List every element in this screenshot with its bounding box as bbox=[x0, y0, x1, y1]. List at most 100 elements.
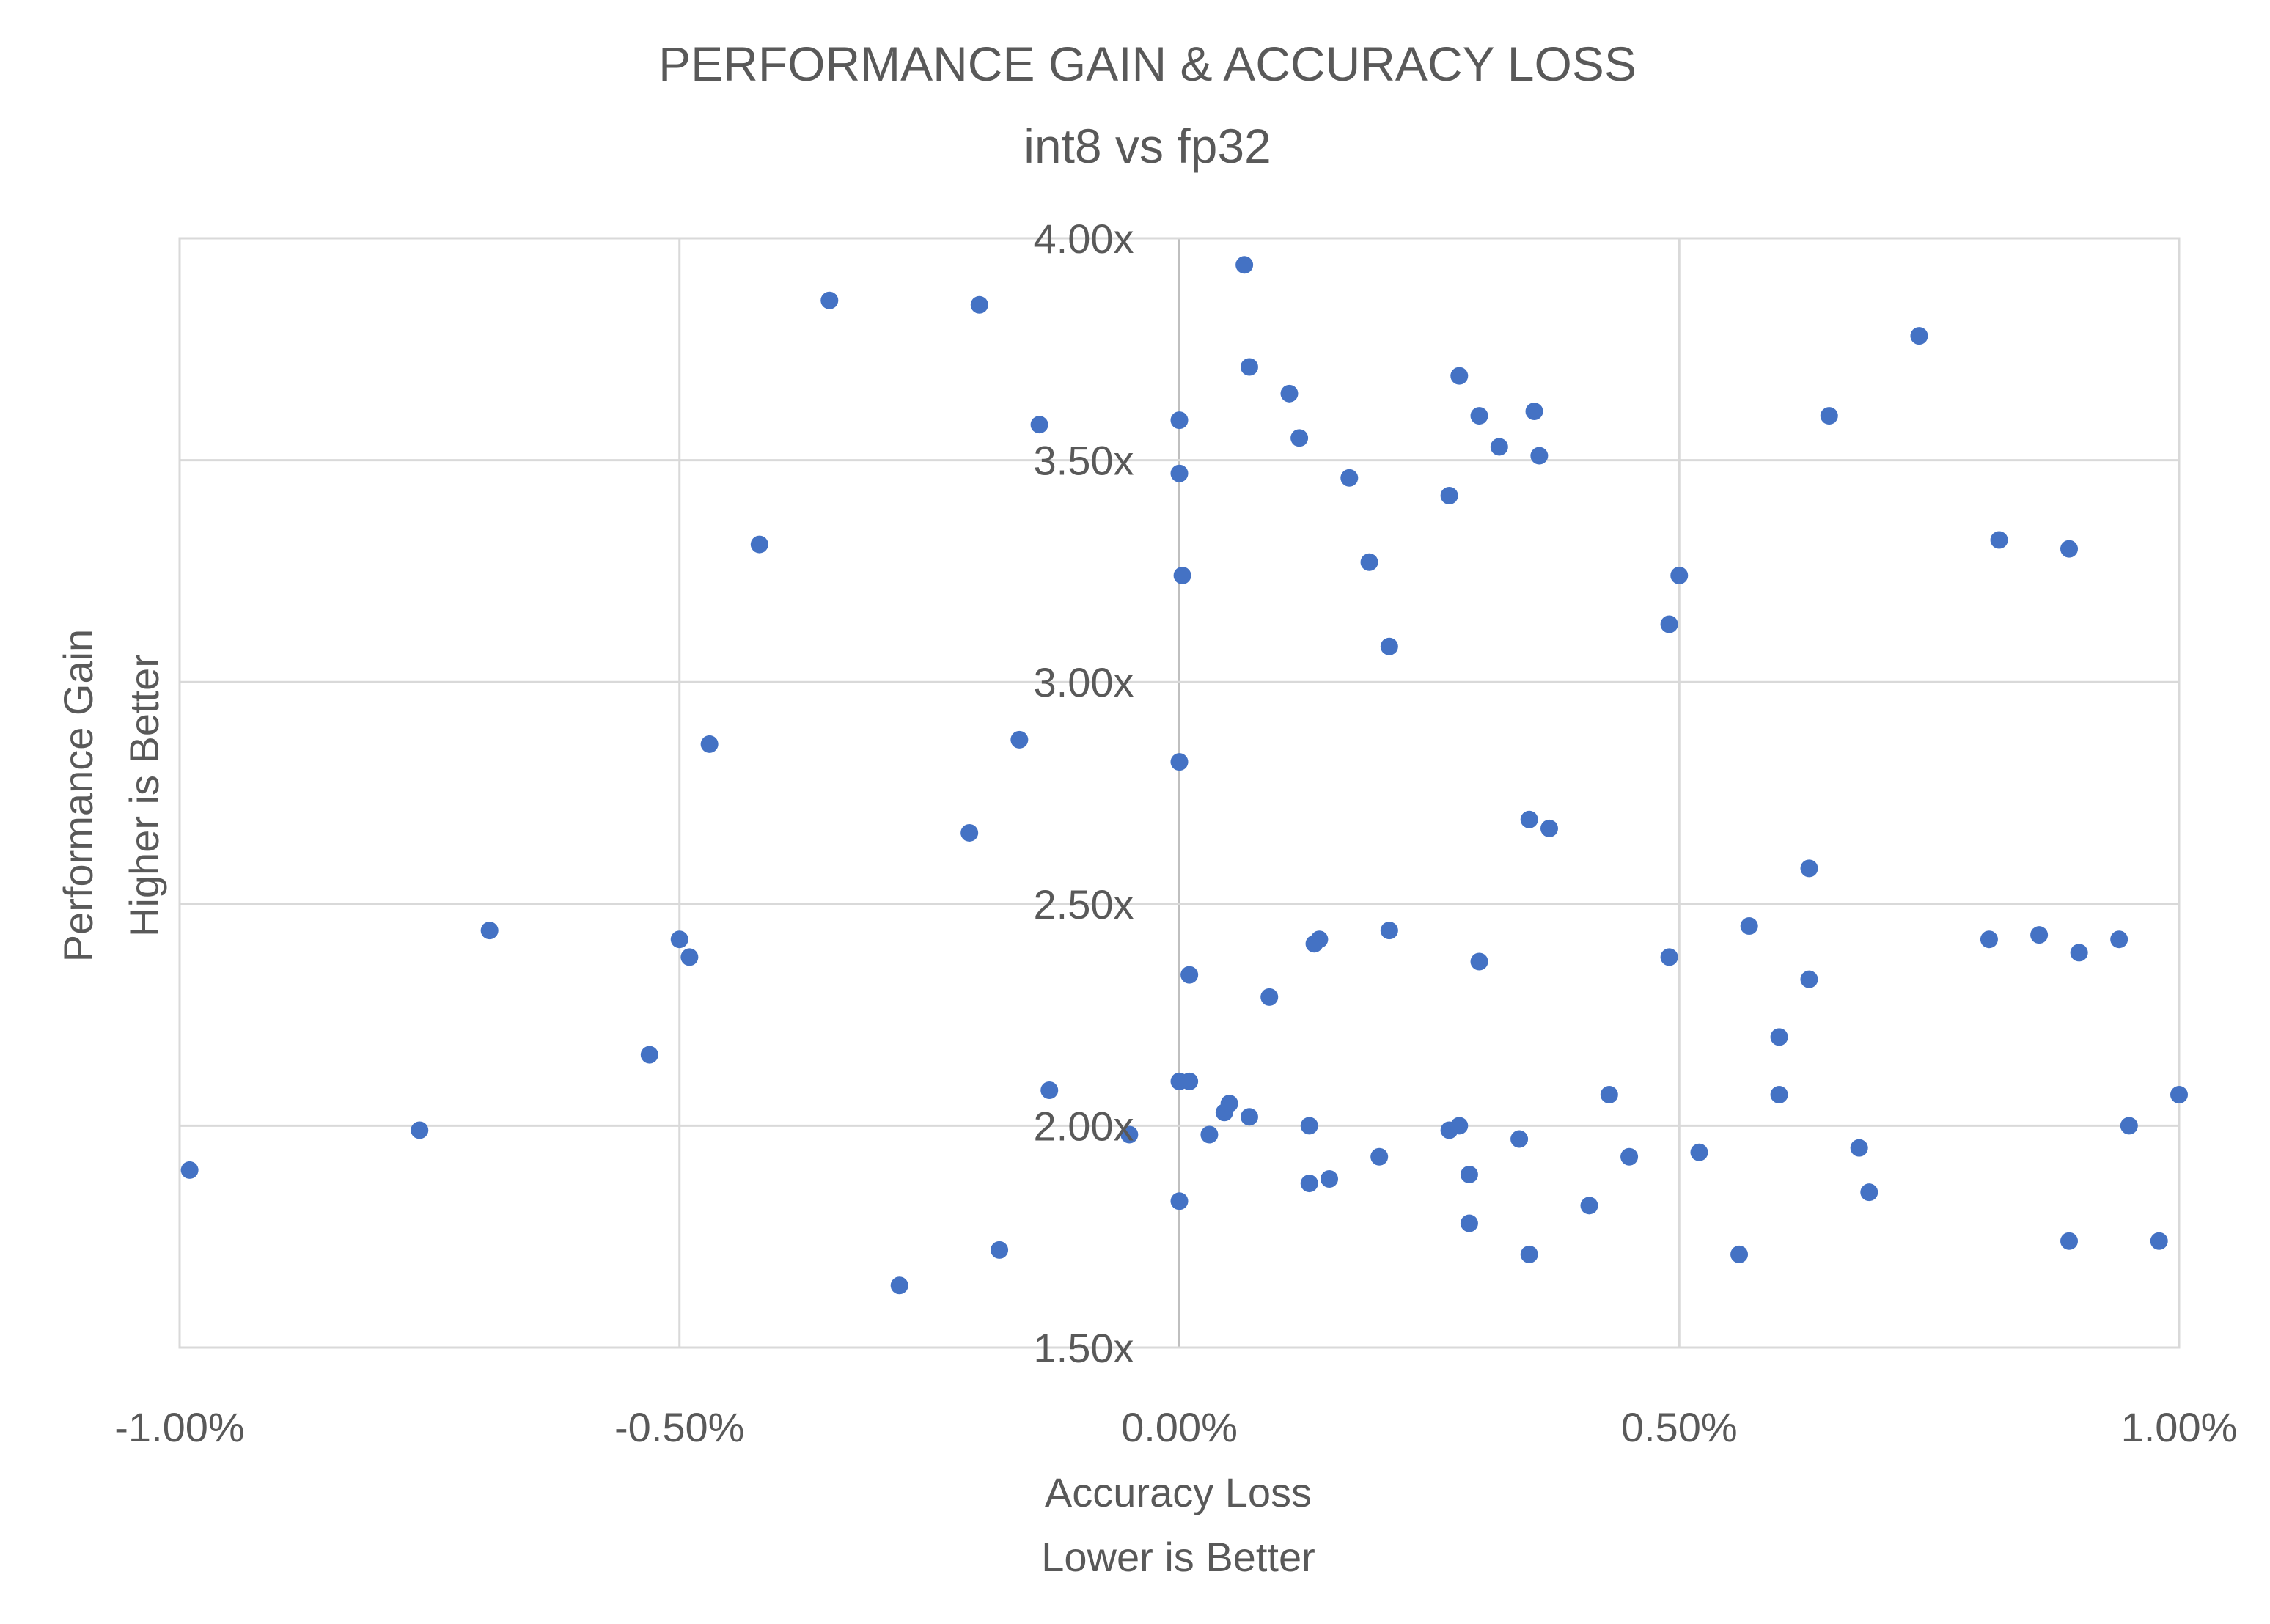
data-point bbox=[1180, 966, 1199, 984]
data-point bbox=[970, 295, 988, 314]
data-point bbox=[1260, 988, 1279, 1006]
data-point bbox=[1290, 429, 1309, 447]
data-point bbox=[1580, 1197, 1598, 1215]
x-tick-label: -1.00% bbox=[114, 1404, 244, 1450]
y-tick-label: 3.50x bbox=[1034, 438, 1134, 484]
data-point bbox=[700, 735, 719, 753]
data-point bbox=[1530, 447, 1549, 465]
data-point bbox=[1620, 1147, 1639, 1166]
data-point bbox=[1120, 1125, 1139, 1144]
data-point bbox=[1170, 753, 1189, 771]
x-tick-label: 1.00% bbox=[2121, 1404, 2238, 1450]
data-point bbox=[1235, 256, 1254, 274]
data-point bbox=[1860, 1183, 1878, 1202]
data-point bbox=[1173, 566, 1191, 584]
data-point bbox=[1800, 859, 1818, 878]
data-point bbox=[820, 291, 839, 309]
data-point bbox=[1470, 407, 1488, 425]
data-point bbox=[1170, 1192, 1189, 1210]
data-point bbox=[1380, 637, 1398, 655]
data-point bbox=[1460, 1165, 1478, 1183]
data-point bbox=[1600, 1086, 1618, 1104]
data-point bbox=[1180, 1072, 1199, 1090]
data-point bbox=[680, 948, 699, 966]
grid-lines bbox=[178, 237, 2181, 1349]
data-point bbox=[1010, 730, 1029, 749]
data-point bbox=[1240, 358, 1258, 376]
data-point bbox=[1380, 922, 1398, 940]
data-point bbox=[1170, 411, 1189, 430]
data-point bbox=[1820, 407, 1838, 425]
data-point bbox=[1300, 1175, 1318, 1193]
data-point bbox=[1525, 403, 1543, 421]
x-tick-label: -0.50% bbox=[614, 1404, 744, 1450]
x-tick-label: 0.50% bbox=[1621, 1404, 1738, 1450]
data-point bbox=[1300, 1117, 1318, 1135]
data-point bbox=[890, 1276, 908, 1295]
data-point bbox=[1670, 566, 1689, 584]
data-point bbox=[640, 1046, 658, 1064]
y-tick-label: 1.50x bbox=[1034, 1325, 1134, 1371]
data-point bbox=[1310, 930, 1329, 949]
data-point bbox=[1740, 917, 1758, 936]
data-point bbox=[411, 1121, 429, 1139]
data-point bbox=[1770, 1086, 1788, 1104]
chart-title: PERFORMANCE GAIN & ACCURACY LOSS bbox=[658, 37, 1637, 91]
data-point bbox=[1980, 930, 1998, 949]
data-point bbox=[480, 922, 499, 940]
data-point bbox=[2060, 1232, 2079, 1250]
data-point bbox=[1800, 970, 1818, 988]
tick-labels: -1.00% -0.50% 0.00% 0.50% 1.00% 1.50x 2.00x 2.5… bbox=[114, 216, 2237, 1450]
data-point bbox=[1200, 1125, 1219, 1144]
data-point bbox=[1520, 810, 1538, 828]
y-axis-title-line1: Performance Gain bbox=[55, 629, 101, 962]
data-point bbox=[1660, 615, 1678, 633]
data-point bbox=[2060, 540, 2079, 558]
data-points bbox=[180, 256, 2188, 1295]
y-axis-title-line2: Higher is Better bbox=[121, 654, 167, 937]
data-point bbox=[1510, 1130, 1529, 1148]
data-point bbox=[1460, 1214, 1478, 1232]
data-point bbox=[1240, 1108, 1258, 1126]
y-tick-label: 4.00x bbox=[1034, 216, 1134, 262]
data-point bbox=[2110, 930, 2128, 949]
data-point bbox=[1770, 1028, 1788, 1046]
data-point bbox=[991, 1241, 1009, 1259]
data-point bbox=[2120, 1117, 2138, 1135]
data-point bbox=[1990, 531, 2008, 549]
data-point bbox=[1730, 1245, 1749, 1263]
data-point bbox=[2170, 1086, 2188, 1104]
data-point bbox=[670, 930, 688, 949]
x-tick-label: 0.00% bbox=[1121, 1404, 1238, 1450]
data-point bbox=[2150, 1232, 2168, 1250]
data-point bbox=[960, 823, 979, 842]
data-point bbox=[1660, 948, 1678, 966]
x-axis-title-line2: Lower is Better bbox=[1041, 1534, 1315, 1580]
y-tick-label: 2.00x bbox=[1034, 1103, 1134, 1149]
y-tick-label: 2.50x bbox=[1034, 881, 1134, 927]
data-point bbox=[1440, 487, 1458, 505]
data-point bbox=[750, 535, 768, 554]
data-point bbox=[1540, 819, 1558, 837]
data-point bbox=[1470, 952, 1488, 971]
data-point bbox=[1030, 416, 1048, 434]
data-point bbox=[1370, 1147, 1389, 1166]
data-point bbox=[1850, 1139, 1868, 1157]
chart-subtitle: int8 vs fp32 bbox=[1024, 119, 1271, 173]
data-point bbox=[1450, 367, 1469, 385]
data-point bbox=[1450, 1117, 1469, 1135]
data-point bbox=[1490, 438, 1508, 456]
data-point bbox=[1170, 464, 1189, 482]
data-point bbox=[180, 1161, 199, 1179]
data-point bbox=[1040, 1081, 1059, 1099]
data-point bbox=[1520, 1245, 1538, 1263]
data-point bbox=[1340, 469, 1359, 487]
y-tick-label: 3.00x bbox=[1034, 659, 1134, 705]
data-point bbox=[1280, 384, 1299, 403]
data-point bbox=[2030, 926, 2049, 944]
data-point bbox=[1220, 1095, 1238, 1113]
data-point bbox=[1910, 327, 1928, 345]
data-point bbox=[1321, 1170, 1339, 1188]
data-point bbox=[2070, 944, 2088, 962]
